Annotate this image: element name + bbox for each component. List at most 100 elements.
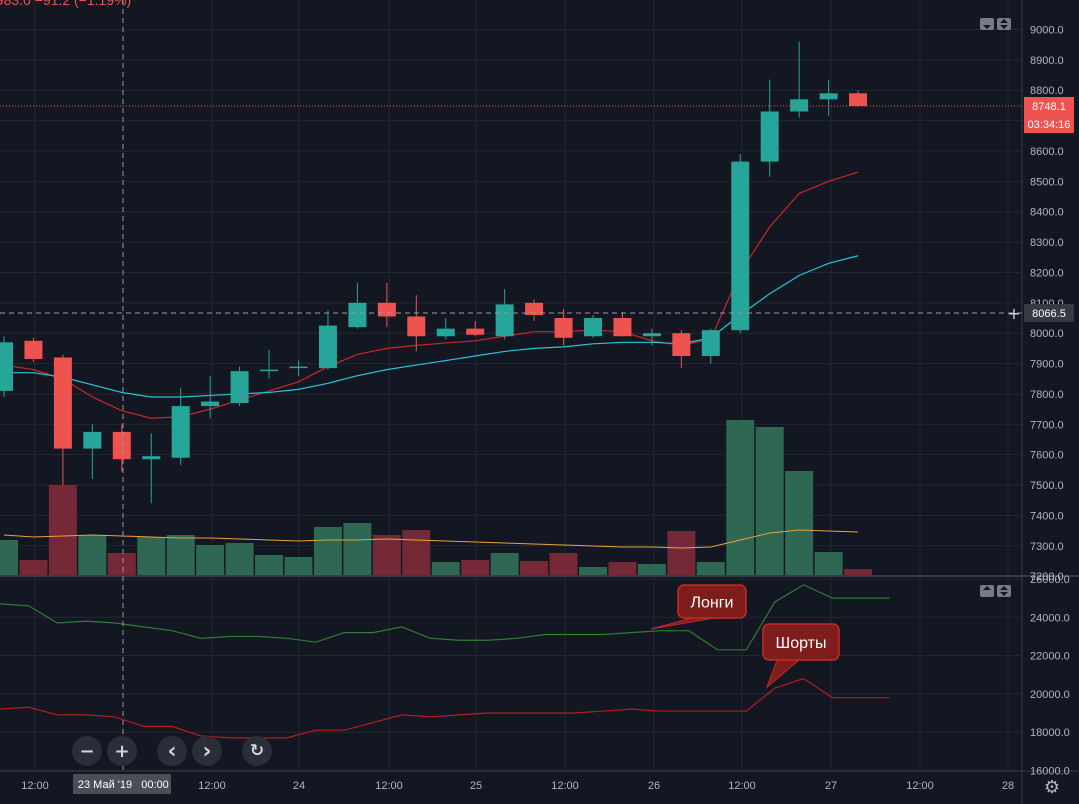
candle-body: [436, 328, 455, 337]
candle-body: [642, 333, 661, 337]
crosshair-time-suffix: 00:00: [141, 779, 169, 791]
annotation-longs-label: Лонги: [690, 595, 733, 612]
axes: 9000.08900.08800.08700.08600.08500.08400…: [21, 25, 1070, 793]
volume-bar: [255, 555, 284, 575]
volume-bar: [402, 530, 431, 575]
lower-tick-label: 26000.0: [1030, 574, 1070, 586]
volume-bar: [166, 535, 195, 575]
last-price-label: 8748.1: [1032, 101, 1066, 113]
candle-body: [260, 369, 279, 372]
time-tick-label: 27: [825, 780, 837, 792]
candle-body: [613, 318, 632, 337]
annotation-shorts-pointer: [765, 659, 801, 689]
annotation-shorts-box: [762, 623, 840, 661]
price-tick-label: 7500.0: [1030, 480, 1064, 492]
volume-bar: [313, 527, 342, 575]
lower-tick-label: 16000.0: [1030, 765, 1070, 777]
candle-body: [348, 302, 367, 328]
candle-body: [201, 401, 220, 407]
volume-bar: [844, 569, 873, 575]
price-tick-label: 7200.0: [1030, 571, 1064, 583]
candle-body: [83, 431, 102, 449]
zoom-in-button[interactable]: +: [107, 736, 137, 766]
volume-bar: [785, 471, 814, 575]
candle-body: [819, 93, 838, 100]
price-tick-label: 8400.0: [1030, 207, 1064, 219]
volume-bar: [0, 540, 18, 575]
volume-bar: [520, 561, 549, 575]
volume-ma-line: [3, 529, 859, 549]
volume-bar: [579, 567, 607, 575]
candle-body: [790, 99, 809, 112]
candle-body: [731, 161, 750, 331]
moving-averages: [3, 171, 859, 419]
annotation-shorts-label: Шорты: [776, 635, 827, 652]
volume-bar: [284, 557, 313, 575]
volume-bar: [78, 535, 107, 575]
volume-bar: [461, 560, 490, 575]
lower-pane: Лонги Шорты: [0, 584, 890, 739]
scroll-left-button[interactable]: ‹: [157, 736, 187, 766]
volume-bar: [637, 564, 666, 575]
price-tick-label: 8500.0: [1030, 176, 1064, 188]
lower-tick-label: 24000.0: [1030, 612, 1070, 624]
volume-bar: [755, 427, 784, 575]
volume-bar: [814, 552, 843, 575]
candle-body: [112, 431, 131, 460]
candle-body: [53, 357, 72, 449]
lower-pane-expand-button[interactable]: [997, 585, 1011, 597]
lower-tick-label: 22000.0: [1030, 651, 1070, 663]
header-price-text: 7983.0 −91.2 (−1.19%): [0, 0, 132, 8]
volume-bar: [48, 485, 77, 575]
gear-icon[interactable]: ⚙: [1043, 777, 1061, 798]
time-tick-label: 24: [293, 780, 305, 792]
reset-chart-button[interactable]: ↻: [242, 736, 272, 766]
annotation-longs: Лонги: [650, 584, 747, 630]
annotation-longs-pointer: [650, 617, 715, 630]
ma-cyan-line: [4, 255, 859, 398]
time-tick-label: 12:00: [21, 780, 49, 792]
candle-body: [289, 366, 308, 369]
annotation-longs-box: [677, 584, 747, 619]
candle-body: [495, 304, 514, 337]
volume-bar: [696, 562, 725, 575]
crosshair-price-box: [1024, 304, 1074, 323]
candle-body: [554, 318, 573, 338]
pane-collapse-button[interactable]: [980, 18, 994, 30]
price-tick-label: 7300.0: [1030, 541, 1064, 553]
volume-bar: [107, 553, 136, 575]
volume-bar: [431, 562, 460, 575]
time-tick-label: 28: [1002, 780, 1014, 792]
time-tick-label: 12:00: [551, 780, 579, 792]
time-tick-label: 12:00: [375, 780, 403, 792]
scroll-right-button[interactable]: ›: [192, 736, 222, 766]
volume-bar: [549, 553, 578, 575]
volume-bar: [137, 537, 166, 575]
pane-expand-button[interactable]: [997, 18, 1011, 30]
volume-bar: [608, 562, 637, 575]
price-tick-label: 7400.0: [1030, 510, 1064, 522]
volume-bar: [726, 420, 755, 575]
candle-body: [318, 325, 337, 369]
time-tick-label: 12:00: [728, 780, 756, 792]
candle-body: [584, 318, 602, 337]
crosshair-time-label: 23 Май '19: [78, 779, 132, 791]
time-tick-label: 25: [470, 780, 482, 792]
price-tick-label: 7800.0: [1030, 389, 1064, 401]
time-tick-label: 12:00: [198, 780, 226, 792]
time-tick-label: 26: [648, 780, 660, 792]
zoom-out-button[interactable]: −: [72, 736, 102, 766]
lower-tick-label: 20000.0: [1030, 689, 1070, 701]
candle-body: [849, 93, 868, 107]
volume-bar: [19, 560, 48, 575]
countdown-label: 03:34:16: [1028, 119, 1071, 131]
price-tick-label: 8800.0: [1030, 85, 1064, 97]
candle-body: [0, 342, 13, 391]
candle-body: [466, 328, 485, 335]
shorts-line: [0, 677, 890, 739]
lower-pane-collapse-button[interactable]: [980, 585, 994, 597]
crosshair-plus-icon: +: [1007, 304, 1020, 323]
